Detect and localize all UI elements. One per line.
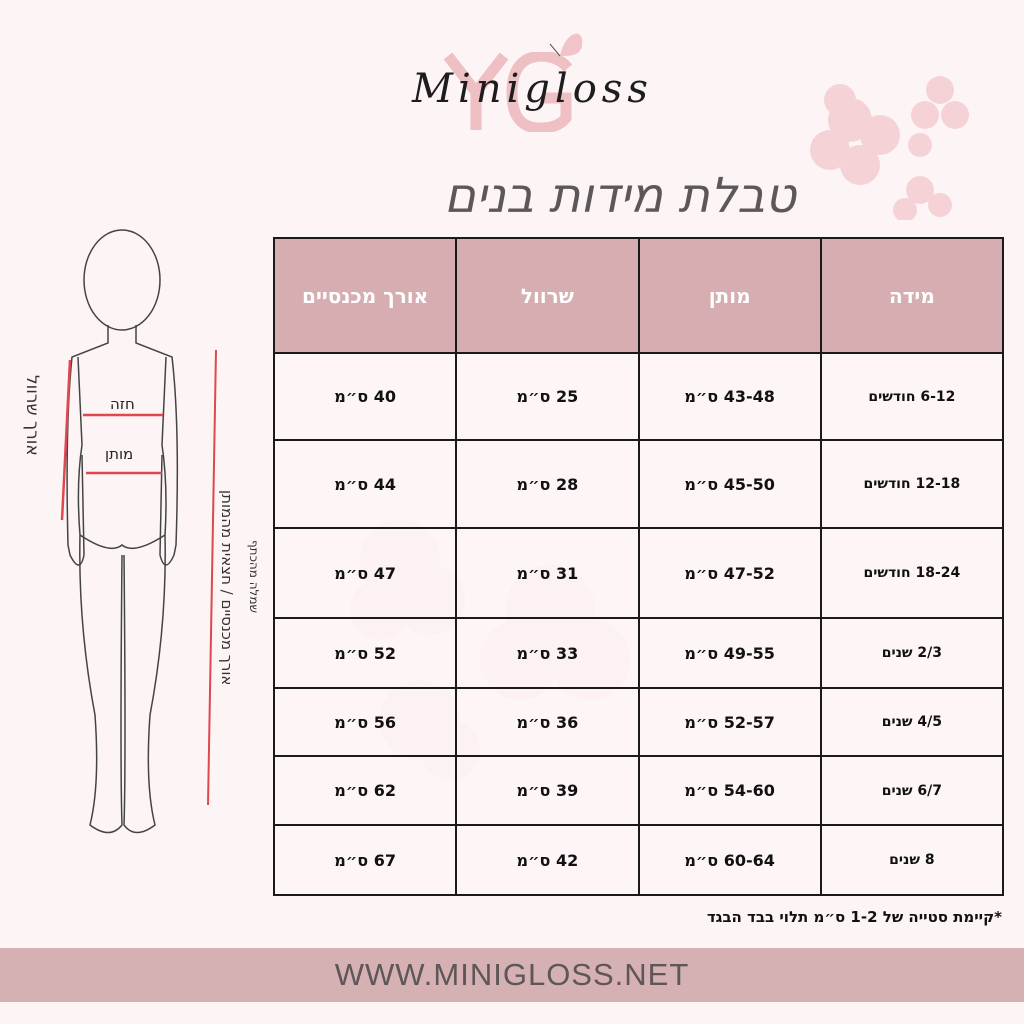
- cell-pants-length: 44 ס״מ: [272, 439, 458, 529]
- cell-sleeve: 42 ס״מ: [455, 824, 640, 896]
- cell-size: 4/5 שנים: [819, 687, 1005, 757]
- header-pants-length: אורך מכנסיים: [272, 237, 458, 354]
- header-size: מידה: [819, 237, 1005, 354]
- cell-pants-length: 56 ס״מ: [272, 687, 458, 757]
- table-row: 2/3 שנים 49-55 ס״מ 33 ס״מ 52 ס״מ: [272, 617, 1005, 689]
- cell-waist: 45-50 ס״מ: [637, 439, 822, 529]
- cherry-blossom-decoration: [810, 76, 969, 220]
- footer-website[interactable]: WWW.MINIGLOSS.NET: [0, 948, 1024, 1002]
- cell-sleeve: 25 ס״מ: [455, 352, 640, 441]
- cell-waist: 49-55 ס״מ: [637, 617, 822, 689]
- cell-waist: 43-48 ס״מ: [637, 352, 822, 441]
- table-row: 18-24 חודשים 47-52 ס״מ 31 ס״מ 47 ס״מ: [272, 527, 1005, 619]
- cell-waist: 52-57 ס״מ: [637, 687, 822, 757]
- dress-length-label: שמלה מהכתף: [247, 540, 261, 614]
- cell-sleeve: 33 ס״מ: [455, 617, 640, 689]
- cell-sleeve: 39 ס״מ: [455, 755, 640, 826]
- waist-label: מותן: [105, 445, 134, 463]
- cell-sleeve: 28 ס״מ: [455, 439, 640, 529]
- butterfly-icon: [549, 33, 583, 57]
- table-row: 6-12 חודשים 43-48 ס״מ 25 ס״מ 40 ס״מ: [272, 352, 1005, 441]
- cell-pants-length: 62 ס״מ: [272, 755, 458, 826]
- cell-pants-length: 67 ס״מ: [272, 824, 458, 896]
- table-row: 12-18 חודשים 45-50 ס״מ 28 ס״מ 44 ס״מ: [272, 439, 1005, 529]
- cell-sleeve: 31 ס״מ: [455, 527, 640, 619]
- cell-pants-length: 40 ס״מ: [272, 352, 458, 441]
- cell-waist: 60-64 ס״מ: [637, 824, 822, 896]
- header-waist: מותן: [637, 237, 822, 354]
- table-row: 6/7 שנים 54-60 ס״מ 39 ס״מ 62 ס״מ: [272, 755, 1005, 826]
- cell-size: 2/3 שנים: [819, 617, 1005, 689]
- page-title: טבלת מידות בנים: [444, 168, 796, 224]
- cell-waist: 47-52 ס״מ: [637, 527, 822, 619]
- pants-length-label: אורך מכנסיים / חצאית מהמותן: [218, 490, 236, 686]
- tolerance-note: *קיימת סטייה של 1-2 ס״מ תלוי בבד הבגד: [706, 908, 1002, 926]
- logo-monogram: [443, 52, 573, 132]
- header-sleeve: שרוול: [455, 237, 640, 354]
- cell-waist: 54-60 ס״מ: [637, 755, 822, 826]
- cell-size: 6/7 שנים: [819, 755, 1005, 826]
- size-table: מידה מותן שרוול אורך מכנסיים 6-12 חודשים…: [272, 237, 1005, 896]
- table-row: 8 שנים 60-64 ס״מ 42 ס״מ 67 ס״מ: [272, 824, 1005, 896]
- body-figure: [60, 229, 217, 834]
- cell-pants-length: 52 ס״מ: [272, 617, 458, 689]
- chest-label: חזה: [110, 395, 135, 413]
- cell-pants-length: 47 ס״מ: [272, 527, 458, 619]
- cell-size: 8 שנים: [819, 824, 1005, 896]
- sleeve-length-label: אורך שרוול: [22, 375, 42, 456]
- logo-brand: Minigloss: [412, 66, 653, 112]
- cell-sleeve: 36 ס״מ: [455, 687, 640, 757]
- cell-size: 18-24 חודשים: [819, 527, 1005, 619]
- table-row: 4/5 שנים 52-57 ס״מ 36 ס״מ 56 ס״מ: [272, 687, 1005, 757]
- cell-size: 12-18 חודשים: [819, 439, 1005, 529]
- cell-size: 6-12 חודשים: [819, 352, 1005, 441]
- table-header-row: מידה מותן שרוול אורך מכנסיים: [272, 237, 1005, 354]
